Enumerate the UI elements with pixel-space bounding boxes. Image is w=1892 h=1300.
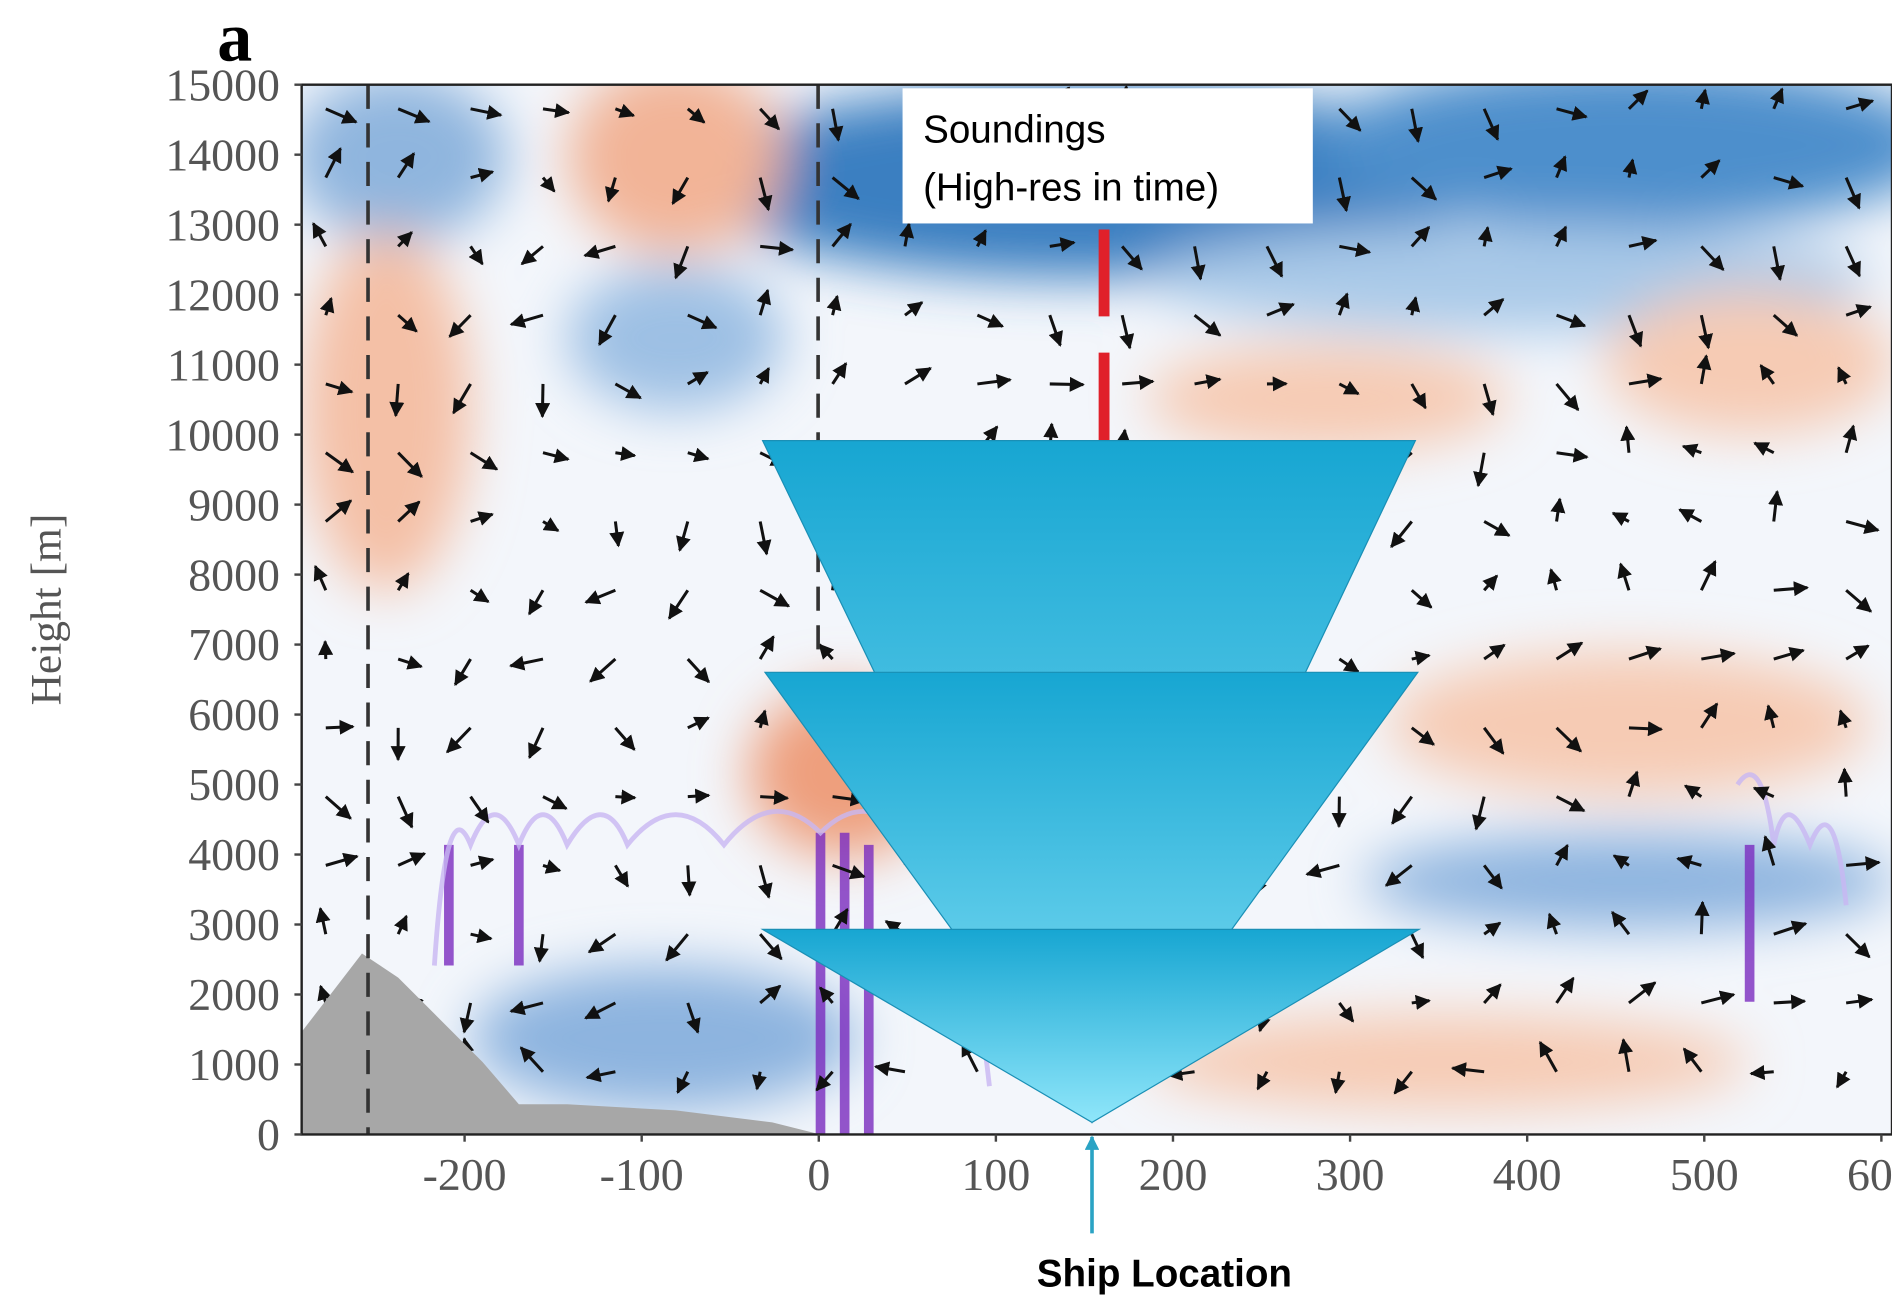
vector [1844, 769, 1846, 797]
annotation-text: (High-res in time) [923, 167, 1219, 210]
x-tick-label: 0 [807, 1149, 830, 1200]
y-tick-label: 11000 [167, 339, 280, 390]
y-tick-label: 1000 [188, 1039, 280, 1090]
y-tick-label: 6000 [188, 689, 280, 740]
vector [1050, 384, 1084, 385]
y-tick-label: 5000 [188, 759, 280, 810]
vector [1701, 902, 1702, 934]
y-tick-label: 7000 [188, 619, 280, 670]
y-tick-label: 13000 [165, 199, 280, 250]
vector [542, 384, 543, 417]
y-tick-label: 12000 [165, 269, 280, 320]
ship-label: Ship Location [1037, 1252, 1292, 1295]
vector [1774, 1001, 1805, 1003]
vector [1751, 1072, 1774, 1074]
x-tick-label: 100 [962, 1149, 1031, 1200]
vector [325, 641, 326, 659]
y-tick-label: 10000 [165, 409, 280, 460]
y-axis-label: Height [m] [22, 514, 70, 706]
y-tick-label: 4000 [188, 829, 280, 880]
x-tick-label: -100 [600, 1149, 684, 1200]
x-tick-label: 400 [1493, 1149, 1562, 1200]
y-tick-label: 0 [257, 1109, 280, 1160]
y-tick-label: 14000 [165, 129, 280, 180]
y-tick-label: 2000 [188, 969, 280, 1020]
vector [1629, 728, 1662, 729]
y-tick-label: 9000 [188, 479, 280, 530]
vector [760, 797, 787, 799]
vector [688, 865, 690, 895]
annotation-text: Soundings [923, 109, 1105, 152]
x-tick-label: -200 [423, 1149, 507, 1200]
y-tick-label: 15000 [165, 59, 280, 110]
x-tick-label: 500 [1670, 1149, 1739, 1200]
vector [615, 797, 635, 798]
y-tick-label: 8000 [188, 549, 280, 600]
vector [688, 795, 709, 796]
x-tick-label: 200 [1139, 1149, 1208, 1200]
chart: a Height [m] 010002000300040005000600070… [0, 0, 1892, 1300]
vector [326, 727, 353, 728]
x-tick-label: 300 [1316, 1149, 1385, 1200]
y-tick-label: 3000 [188, 899, 280, 950]
x-tick-label: 600 [1847, 1149, 1892, 1200]
